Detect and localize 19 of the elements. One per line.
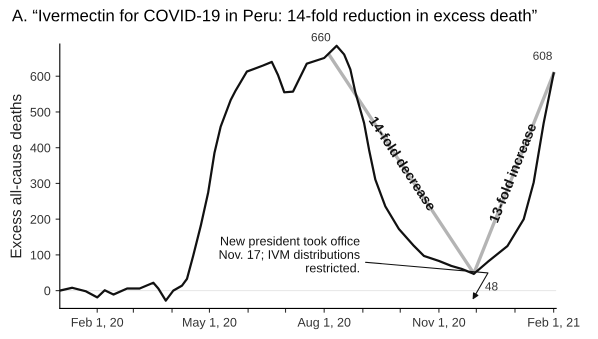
- line-series: [60, 44, 555, 302]
- annotation: 48: [485, 282, 498, 290]
- y-tick-label: 500: [30, 108, 50, 117]
- y-tick-label: 0: [44, 286, 50, 296]
- annotation: 660: [312, 32, 330, 42]
- x-tick-label: Feb 1, 20: [72, 318, 124, 328]
- x-tick-label: Aug 1, 20: [297, 318, 350, 330]
- y-tick-label: 200: [30, 214, 50, 224]
- annotation: 608: [533, 52, 552, 60]
- chart-title: A. “Ivermectin for COVID-19 in Peru: 14-fold reduction in excess death”: [12, 9, 537, 22]
- x-tick-label: Nov 1, 20: [413, 318, 466, 328]
- y-tick-label: 100: [30, 250, 50, 260]
- y-tick-label: 600: [30, 72, 50, 81]
- annotation: New president took office Nov. 17; IVM distributions restricted.: [220, 236, 360, 272]
- y-axis-title: Excess all-cause deaths: [10, 94, 22, 258]
- y-tick-label: 300: [30, 179, 50, 188]
- y-tick-label: 400: [30, 143, 50, 152]
- x-tick-label: May 1, 20: [183, 318, 236, 330]
- x-tick-label: Feb 1, 21: [528, 318, 580, 328]
